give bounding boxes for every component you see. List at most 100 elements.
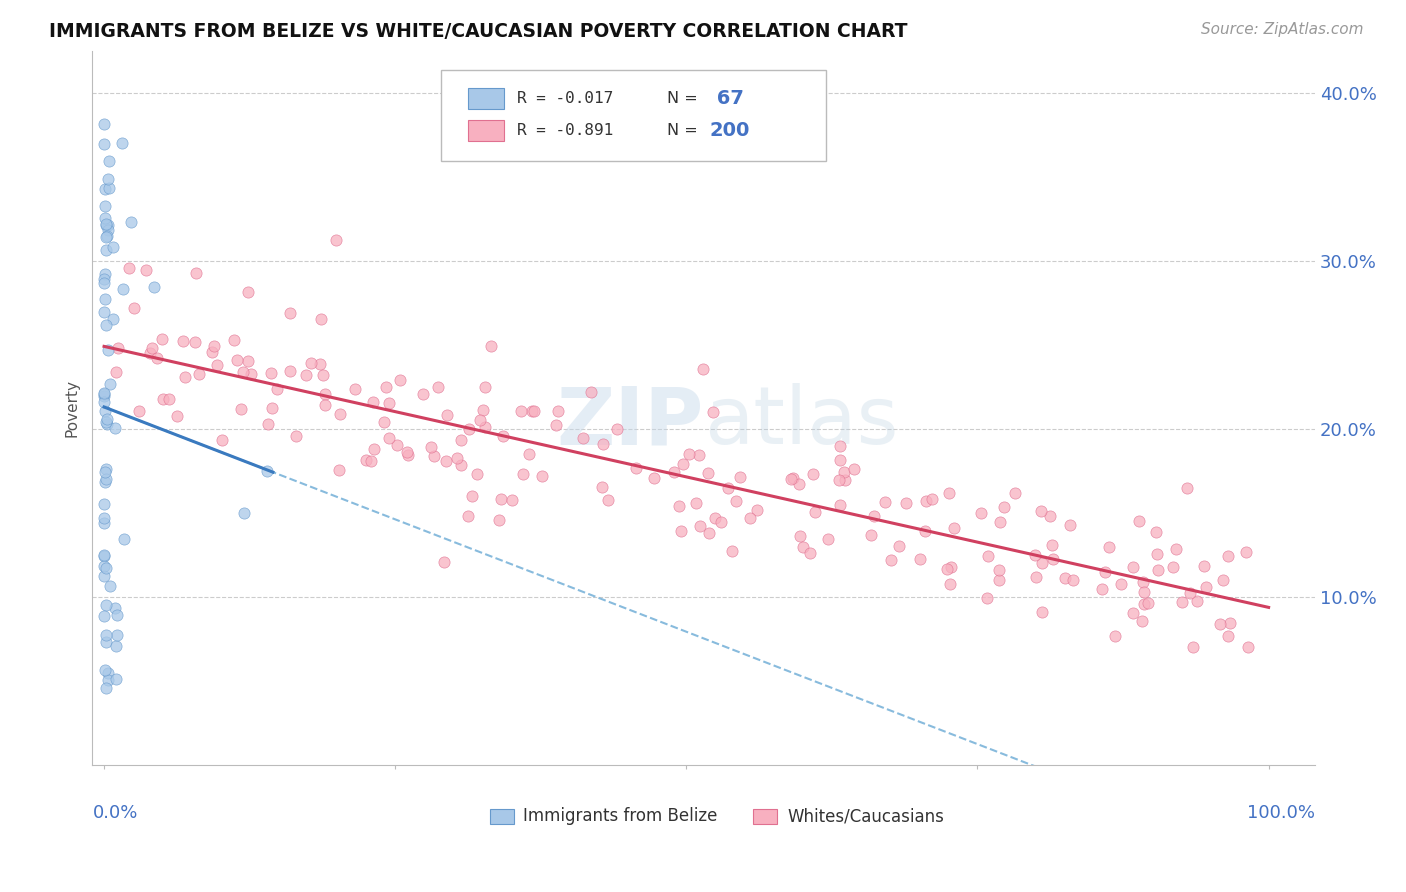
Point bbox=[942, 521, 965, 535]
Point bbox=[389, 373, 412, 387]
Point bbox=[468, 413, 491, 427]
Point bbox=[512, 467, 534, 482]
Point bbox=[1122, 607, 1144, 621]
Point bbox=[104, 673, 127, 687]
Point bbox=[1236, 640, 1258, 655]
Point bbox=[510, 404, 533, 418]
Point bbox=[1062, 573, 1084, 587]
Bar bbox=[489, 809, 515, 823]
Point bbox=[97, 223, 120, 237]
Point bbox=[202, 339, 225, 353]
Point bbox=[801, 467, 824, 482]
Point bbox=[1185, 593, 1208, 607]
Point bbox=[97, 666, 120, 681]
Point bbox=[396, 448, 419, 462]
Point bbox=[591, 479, 613, 493]
Point bbox=[572, 431, 595, 445]
Point bbox=[859, 528, 882, 542]
Point bbox=[1208, 617, 1230, 632]
Point bbox=[669, 524, 692, 539]
Point bbox=[427, 380, 450, 394]
Point bbox=[93, 272, 115, 286]
Text: 200: 200 bbox=[710, 121, 751, 140]
Point bbox=[387, 438, 409, 452]
Point bbox=[987, 563, 1010, 577]
Point bbox=[976, 591, 998, 605]
Point bbox=[738, 511, 761, 525]
Point bbox=[1094, 565, 1116, 579]
Point bbox=[94, 211, 117, 225]
Point bbox=[474, 380, 496, 394]
Point bbox=[547, 404, 569, 418]
Point bbox=[939, 577, 962, 591]
Point bbox=[97, 181, 120, 195]
Point bbox=[278, 306, 301, 320]
Point bbox=[111, 282, 134, 296]
Point bbox=[96, 417, 118, 431]
Point bbox=[720, 543, 742, 558]
Point bbox=[458, 422, 481, 436]
Point bbox=[94, 471, 117, 485]
Point bbox=[703, 511, 725, 525]
Point bbox=[103, 240, 125, 254]
Point bbox=[1178, 586, 1201, 600]
Point bbox=[745, 503, 768, 517]
Point bbox=[94, 292, 117, 306]
Point bbox=[450, 433, 472, 447]
Point bbox=[111, 136, 134, 150]
Point bbox=[232, 365, 254, 379]
Point bbox=[1161, 560, 1184, 574]
Point bbox=[606, 422, 628, 436]
Point bbox=[354, 453, 377, 467]
Point bbox=[1133, 584, 1156, 599]
Text: Immigrants from Belize: Immigrants from Belize bbox=[523, 807, 717, 825]
Point bbox=[993, 500, 1015, 514]
Text: Source: ZipAtlas.com: Source: ZipAtlas.com bbox=[1201, 22, 1364, 37]
Point bbox=[596, 492, 619, 507]
Point bbox=[678, 447, 700, 461]
Text: Whites/Caucasians: Whites/Caucasians bbox=[787, 807, 943, 825]
Text: ZIP: ZIP bbox=[557, 384, 704, 461]
Point bbox=[107, 341, 129, 355]
Point bbox=[166, 409, 188, 424]
Bar bbox=[752, 809, 778, 823]
Point bbox=[471, 402, 494, 417]
Point bbox=[105, 628, 128, 642]
Point bbox=[93, 497, 115, 511]
Point bbox=[93, 304, 115, 318]
Point bbox=[1039, 508, 1062, 523]
Point bbox=[94, 598, 117, 612]
Point bbox=[685, 496, 707, 510]
Point bbox=[970, 507, 993, 521]
Point bbox=[697, 466, 720, 480]
Point bbox=[830, 452, 852, 467]
Point bbox=[312, 368, 335, 383]
Point bbox=[232, 506, 254, 520]
Point bbox=[446, 450, 468, 465]
Point bbox=[709, 516, 731, 530]
Point bbox=[311, 311, 333, 326]
Point bbox=[94, 218, 117, 232]
Point bbox=[436, 408, 458, 422]
Point bbox=[373, 415, 395, 429]
Point bbox=[1216, 549, 1239, 563]
Point bbox=[96, 218, 118, 232]
Point bbox=[152, 392, 174, 406]
Point bbox=[1059, 518, 1081, 533]
Bar bbox=[468, 120, 505, 142]
Point bbox=[873, 494, 896, 508]
Point bbox=[396, 445, 419, 459]
Point bbox=[93, 182, 115, 196]
Point bbox=[98, 377, 121, 392]
Point bbox=[579, 385, 602, 400]
Point bbox=[544, 417, 567, 432]
Point bbox=[1031, 605, 1053, 619]
Point bbox=[377, 396, 399, 410]
Point bbox=[1128, 514, 1150, 528]
Point bbox=[688, 448, 710, 462]
Point bbox=[112, 532, 135, 546]
Point bbox=[592, 437, 614, 451]
Point bbox=[343, 382, 366, 396]
Point bbox=[668, 499, 690, 513]
Point bbox=[262, 401, 284, 415]
